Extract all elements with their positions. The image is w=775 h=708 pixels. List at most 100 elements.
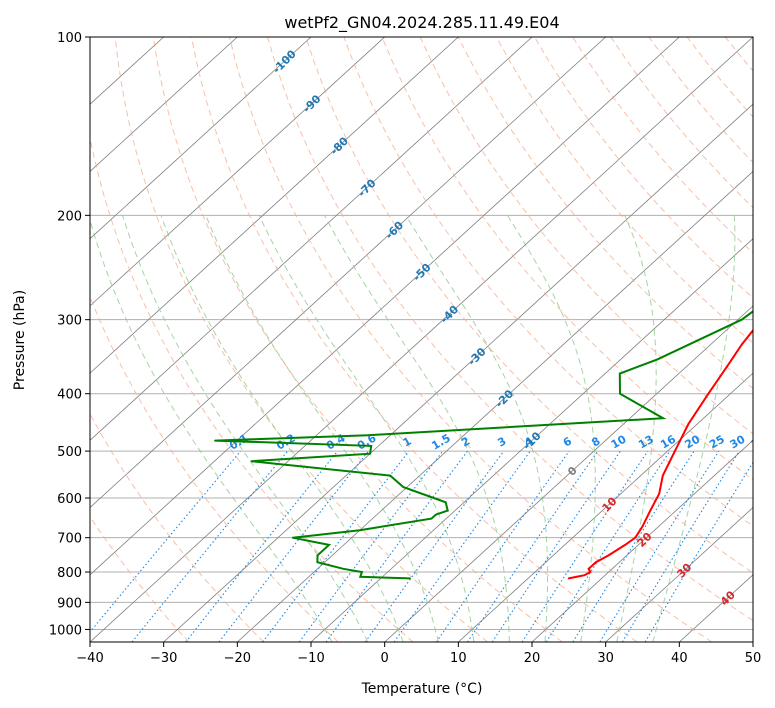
dewpoint-point xyxy=(370,445,373,447)
mixing-ratio-line xyxy=(298,450,444,642)
temperature-point xyxy=(583,574,586,576)
y-tick-label: 300 xyxy=(57,314,82,329)
mixing-ratio-line xyxy=(467,450,599,642)
isotherm-line xyxy=(90,37,238,172)
x-tick-label: −40 xyxy=(76,651,103,666)
temperature-point xyxy=(658,492,660,495)
moist-adiabat xyxy=(652,215,736,642)
y-tick-label: 800 xyxy=(57,566,82,581)
temperature-point xyxy=(567,577,570,580)
dewpoint-point xyxy=(367,434,370,437)
temperature-point xyxy=(726,365,728,368)
x-axis-label: Temperature (°C) xyxy=(361,681,483,697)
dry-adiabat xyxy=(229,37,712,642)
dewpoint-point xyxy=(250,460,253,463)
mixing-ratio-line xyxy=(185,450,339,642)
y-tick-label: 500 xyxy=(57,445,82,460)
isotherm-line xyxy=(458,372,753,642)
x-tick-label: 50 xyxy=(745,651,762,666)
dry-adiabat xyxy=(152,37,563,642)
dry-adiabat xyxy=(90,515,190,642)
dewpoint-point xyxy=(359,529,361,531)
y-tick-label: 900 xyxy=(57,596,82,611)
isotherm-line xyxy=(237,170,753,642)
isotherm-line xyxy=(310,238,753,642)
dewpoint-point xyxy=(435,513,437,516)
moist-adiabat xyxy=(405,215,548,642)
mixing-ratio-line xyxy=(545,450,671,642)
chart-title: wetPf2_GN04.2024.285.11.49.E04 xyxy=(284,13,559,33)
dewpoint-point xyxy=(619,372,621,375)
moist-adiabat xyxy=(90,218,333,642)
temperature-point xyxy=(607,554,610,557)
dry-adiabat xyxy=(457,37,753,389)
temperature-profile-line xyxy=(568,328,753,580)
x-tick-label: 40 xyxy=(671,651,688,666)
x-tick-label: 30 xyxy=(597,651,614,666)
mixing-ratio-line xyxy=(435,450,570,642)
mixing-ratio-line xyxy=(572,450,695,642)
y-axis-label: Pressure (hPa) xyxy=(12,290,28,390)
moist-adiabat xyxy=(160,215,404,642)
dewpoint-point xyxy=(369,452,371,455)
dewpoint-point xyxy=(316,561,319,563)
mixing-ratio-line xyxy=(364,450,505,642)
isotherm-line xyxy=(90,37,385,307)
temperature-point xyxy=(641,525,644,528)
y-tick-label: 700 xyxy=(57,532,82,547)
moist-adiabat xyxy=(258,215,475,642)
dewpoint-point xyxy=(361,571,363,573)
temperature-point xyxy=(687,423,690,425)
temperature-point xyxy=(662,474,664,477)
mixing-ratio-line xyxy=(621,450,740,642)
dewpoint-point xyxy=(409,577,412,580)
temperature-point xyxy=(587,568,590,570)
dewpoint-profile-line xyxy=(214,310,753,580)
isotherm-line xyxy=(90,37,606,509)
x-tick-label: −10 xyxy=(297,651,324,666)
dewpoint-point xyxy=(656,358,659,361)
isotherm-line xyxy=(605,507,753,642)
dewpoint-point xyxy=(430,517,433,520)
temperature-point xyxy=(589,571,592,573)
temperature-point xyxy=(649,509,652,512)
mixing-ratio-line xyxy=(90,450,242,633)
moist-adiabat xyxy=(324,215,510,642)
moist-adiabat xyxy=(122,215,369,642)
mixing-ratio-line xyxy=(325,450,468,642)
isotherm-line xyxy=(163,103,753,642)
temperature-point xyxy=(674,450,676,452)
mixing-ratio-line xyxy=(521,450,649,642)
dewpoint-point xyxy=(402,486,405,488)
x-tick-label: 0 xyxy=(381,651,389,666)
isotherm-line xyxy=(90,37,312,240)
mixing-ratio-line xyxy=(131,450,289,642)
dewpoint-point xyxy=(740,318,743,321)
dewpoint-point xyxy=(328,544,330,546)
dewpoint-point xyxy=(389,474,392,477)
temperature-point xyxy=(741,343,743,346)
mixing-ratio-line xyxy=(393,450,531,642)
dry-adiabat xyxy=(190,37,638,642)
dewpoint-point xyxy=(359,576,362,578)
temperature-point xyxy=(634,536,637,539)
dry-adiabat xyxy=(343,37,753,527)
dry-adiabat xyxy=(381,37,753,481)
plot-frame xyxy=(89,36,754,643)
dry-adiabat xyxy=(90,135,414,642)
dry-adiabat xyxy=(495,37,753,344)
dewpoint-point xyxy=(214,439,216,442)
y-tick-label: 400 xyxy=(57,388,82,403)
moist-adiabat xyxy=(507,215,596,642)
plot-area: 0.10.20.40.611.5234681013162025303610203… xyxy=(90,37,768,642)
axes: −40 −30 −20 −10 0 10 20 30 40 50 100 200 300 400 500 60… xyxy=(49,31,761,666)
isotherm-line xyxy=(90,37,680,576)
temperature-point xyxy=(707,392,710,395)
y-tick-label: 600 xyxy=(57,492,82,507)
dewpoint-point xyxy=(446,509,449,512)
dry-adiabat xyxy=(114,37,488,642)
isotherm-line xyxy=(90,37,459,374)
mixing-ratio-label: 36 xyxy=(748,432,768,451)
temperature-point xyxy=(595,561,597,563)
